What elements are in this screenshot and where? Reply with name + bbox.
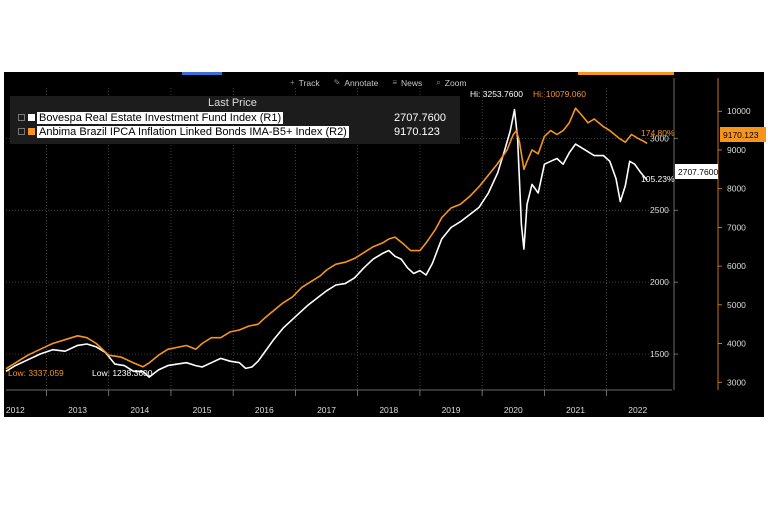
legend-label-r2: Anbima Brazil IPCA Inflation Linked Bond… xyxy=(37,125,349,138)
annotation-change-r2: 174.80% xyxy=(641,128,675,138)
axis-r1-label-1500: 1500 xyxy=(650,349,669,359)
pin-icon[interactable] xyxy=(18,128,25,135)
track-icon: + xyxy=(290,78,295,87)
axis-r1-label-3000: 3000 xyxy=(650,133,669,143)
axis-r2-label-3000: 3000 xyxy=(727,377,746,387)
track-button[interactable]: + Track xyxy=(290,78,320,88)
chart-legend: Last Price Bovespa Real Estate Investmen… xyxy=(10,96,460,144)
annotation-hi-r2: Hi: 10079.060 xyxy=(533,89,586,99)
accent-bar-right xyxy=(578,72,674,75)
zoom-icon: ⌕ xyxy=(436,77,441,87)
annotation-change-r1: 105.23% xyxy=(641,174,675,184)
last-value-tag-r2-bg xyxy=(720,127,766,142)
axis-r2-label-9000: 9000 xyxy=(727,145,746,155)
zoom-label: Zoom xyxy=(444,77,467,88)
annotation-low-r2: Low: 3337.059 xyxy=(8,368,64,378)
annotate-icon: ✎ xyxy=(333,78,341,87)
x-tick-label-2022: 2022 xyxy=(628,405,647,415)
series-line-r2 xyxy=(5,107,648,370)
x-tick-label-2014: 2014 xyxy=(130,405,149,415)
chart-toolbar: + Track ✎ Annotate ≡ News ⌕ Zoom xyxy=(290,76,467,89)
axis-r2-label-8000: 8000 xyxy=(727,184,746,194)
axis-r2-label-10000: 10000 xyxy=(727,106,751,116)
legend-label-r1: Bovespa Real Estate Investment Fund Inde… xyxy=(37,111,284,124)
legend-value-r2: 9170.123 xyxy=(394,125,440,138)
legend-swatch-r1 xyxy=(28,114,35,121)
axis-r1-label-2500: 2500 xyxy=(650,205,669,215)
accent-bar-left xyxy=(182,72,222,75)
x-tick-label-2016: 2016 xyxy=(255,405,274,415)
zoom-button[interactable]: ⌕ Zoom xyxy=(436,78,466,88)
last-value-tag-r1: 2707.7600 xyxy=(678,167,718,177)
axis-r1-label-2000: 2000 xyxy=(650,277,669,287)
legend-entry-r1[interactable]: Bovespa Real Estate Investment Fund Inde… xyxy=(18,111,446,124)
track-label: Track xyxy=(298,77,320,88)
pin-icon[interactable] xyxy=(18,114,25,121)
x-tick-label-2019: 2019 xyxy=(442,405,461,415)
axis-r2-label-6000: 6000 xyxy=(727,261,746,271)
last-value-tag-r2: 9170.123 xyxy=(723,130,759,140)
legend-entry-r2[interactable]: Anbima Brazil IPCA Inflation Linked Bond… xyxy=(18,125,440,138)
annotation-hi-r1: Hi: 3253.7600 xyxy=(470,89,523,99)
x-tick-label-2021: 2021 xyxy=(566,405,585,415)
series-line-r1 xyxy=(5,108,648,378)
axis-r2-label-7000: 7000 xyxy=(727,222,746,232)
x-tick-label-2018: 2018 xyxy=(379,405,398,415)
legend-value-r1: 2707.7600 xyxy=(394,111,446,124)
x-tick-label-2012: 2012 xyxy=(6,405,25,415)
last-value-tag-r1-bg xyxy=(675,164,718,179)
annotation-low-r1: Low: 1238.3600 xyxy=(92,368,153,378)
axis-r2-label-5000: 5000 xyxy=(727,300,746,310)
news-label: News xyxy=(401,77,423,88)
x-tick-label-2020: 2020 xyxy=(504,405,523,415)
axis-r2-label-4000: 4000 xyxy=(727,339,746,349)
annotate-label: Annotate xyxy=(344,77,379,88)
x-tick-label-2015: 2015 xyxy=(193,405,212,415)
annotate-button[interactable]: ✎ Annotate xyxy=(334,78,379,88)
x-tick-label-2017: 2017 xyxy=(317,405,336,415)
news-button[interactable]: ≡ News xyxy=(392,78,422,88)
legend-swatch-r2 xyxy=(28,128,35,135)
legend-title: Last Price xyxy=(208,97,257,109)
news-icon: ≡ xyxy=(392,78,398,87)
x-tick-label-2013: 2013 xyxy=(68,405,87,415)
